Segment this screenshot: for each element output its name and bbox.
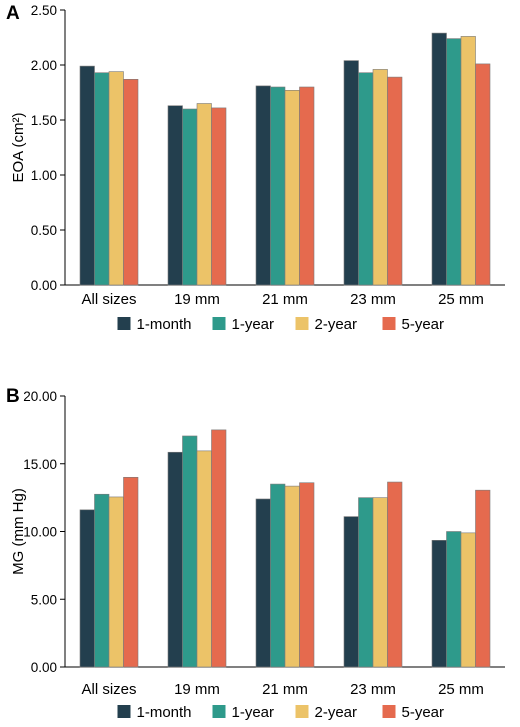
x-category-label: 21 mm [262, 681, 308, 698]
bar-5-year-21-mm [299, 86, 315, 286]
legend-label-1-month: 1-month [137, 316, 192, 333]
x-category-label: 19 mm [174, 291, 220, 308]
x-category-label: All sizes [81, 291, 136, 308]
y-tick-label: 5.00 [31, 592, 57, 607]
bar-1-month-19-mm [167, 451, 183, 668]
bar-5-year-all-sizes [123, 476, 139, 668]
y-tick-label: 0.00 [31, 278, 57, 293]
legend-swatch-1-month [117, 317, 131, 330]
bar-1-year-all-sizes [94, 72, 110, 286]
bar-5-year-25-mm [475, 489, 491, 668]
x-category-label: 25 mm [438, 291, 484, 308]
legend: 1-month 1-year 2-year 5-year [117, 316, 445, 333]
bar-2-year-25-mm [460, 36, 476, 286]
bar-5-year-19-mm [211, 107, 227, 286]
y-tick-label: 0.00 [31, 660, 57, 675]
y-tick-label: 2.00 [31, 58, 57, 73]
x-category-label: 23 mm [350, 291, 396, 308]
y-tick-label: 10.00 [23, 525, 57, 540]
bar-1-year-23-mm [358, 72, 374, 286]
bar-1-year-21-mm [270, 483, 286, 668]
bar-1-year-19-mm [182, 108, 198, 286]
legend-swatch-1-year [212, 705, 226, 718]
y-tick-label: 0.50 [31, 223, 57, 238]
bar-1-year-all-sizes [94, 493, 110, 668]
bar-2-year-all-sizes [108, 496, 124, 668]
panel-letter: A [6, 3, 20, 24]
y-tick-label: 1.50 [31, 113, 57, 128]
y-axis-title: MG (mm Hg) [10, 488, 27, 575]
y-tick-label: 15.00 [23, 457, 57, 472]
legend-label-1-year: 1-year [232, 316, 275, 333]
legend-swatch-2-year [295, 317, 309, 330]
bar-1-month-23-mm [343, 516, 359, 668]
x-category-label: 25 mm [438, 681, 484, 698]
legend-label-1-month: 1-month [137, 704, 192, 721]
legend-swatch-2-year [295, 705, 309, 718]
bar-2-year-all-sizes [108, 71, 124, 286]
legend-swatch-1-month [117, 705, 131, 718]
legend: 1-month 1-year 2-year 5-year [117, 704, 445, 721]
legend-label-2-year: 2-year [315, 316, 358, 333]
bar-1-month-21-mm [255, 85, 271, 286]
legend-label-5-year: 5-year [402, 704, 445, 721]
legend-swatch-5-year [382, 317, 396, 330]
bar-2-year-23-mm [372, 69, 388, 286]
bar-1-month-23-mm [343, 60, 359, 286]
x-category-label: 23 mm [350, 681, 396, 698]
bar-1-year-21-mm [270, 86, 286, 286]
bar-1-month-19-mm [167, 105, 183, 286]
x-category-label: All sizes [81, 681, 136, 698]
bar-1-year-25-mm [446, 531, 462, 668]
bar-1-month-21-mm [255, 498, 271, 668]
bar-1-year-19-mm [182, 435, 198, 668]
bar-1-month-all-sizes [79, 65, 95, 286]
legend-swatch-5-year [382, 705, 396, 718]
bar-2-year-23-mm [372, 497, 388, 668]
panel-b: B MG (mm Hg) 0.00 5.00 10.00 15.00 20.00 All si… [6, 386, 505, 721]
bar-2-year-21-mm [284, 90, 300, 286]
legend-swatch-1-year [212, 317, 226, 330]
bar-2-year-19-mm [196, 103, 212, 286]
panel-a: A EOA (cm²) 0.00 0.50 1.00 1.50 2.00 2.50 All si… [6, 3, 505, 333]
legend-label-2-year: 2-year [315, 704, 358, 721]
bar-2-year-25-mm [460, 532, 476, 668]
bar-5-year-23-mm [387, 76, 403, 286]
bar-1-year-23-mm [358, 497, 374, 668]
bar-5-year-23-mm [387, 481, 403, 668]
panel-letter: B [6, 386, 20, 407]
legend-label-1-year: 1-year [232, 704, 275, 721]
x-category-label: 21 mm [262, 291, 308, 308]
bar-5-year-19-mm [211, 429, 227, 668]
bar-2-year-21-mm [284, 485, 300, 668]
y-tick-label: 20.00 [23, 389, 57, 404]
bar-1-year-25-mm [446, 38, 462, 286]
bar-1-month-all-sizes [79, 509, 95, 668]
y-axis-title: EOA (cm²) [10, 112, 27, 182]
bar-5-year-25-mm [475, 63, 491, 286]
y-tick-label: 2.50 [31, 3, 57, 18]
y-tick-label: 1.00 [31, 168, 57, 183]
bar-1-month-25-mm [431, 32, 447, 286]
x-category-label: 19 mm [174, 681, 220, 698]
bar-2-year-19-mm [196, 450, 212, 668]
bar-5-year-all-sizes [123, 79, 139, 286]
legend-label-5-year: 5-year [402, 316, 445, 333]
bar-1-month-25-mm [431, 540, 447, 668]
bar-5-year-21-mm [299, 482, 315, 668]
